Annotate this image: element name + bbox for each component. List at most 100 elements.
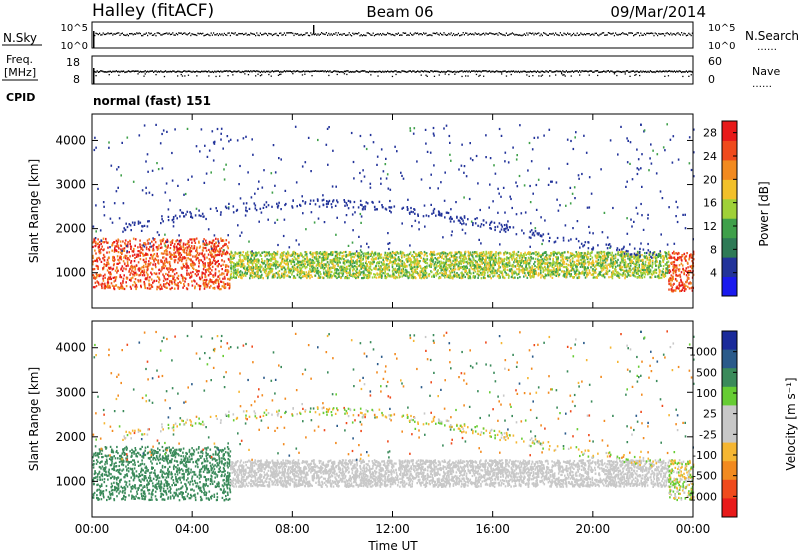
freq-point: [496, 70, 498, 72]
noise-point: [679, 34, 681, 36]
power-cell: [569, 258, 572, 261]
power-cell: [430, 265, 432, 268]
power-cell: [649, 271, 652, 274]
freq-point: [297, 70, 299, 72]
power-cell: [297, 254, 299, 258]
power-cell: [294, 251, 296, 255]
freq-point: [400, 71, 402, 74]
noise-point: [96, 33, 98, 35]
power-cell: [566, 269, 568, 272]
noise-point: [148, 32, 150, 34]
power-cell: [581, 261, 583, 264]
power-cell: [439, 255, 442, 258]
noise-point: [609, 32, 611, 34]
freq-point: [657, 70, 659, 73]
power-cell: [212, 244, 215, 247]
power-cell: [274, 259, 277, 263]
freq-point: [232, 74, 234, 76]
power-cell: [239, 258, 241, 261]
power-cell: [198, 241, 200, 244]
power-cell: [258, 251, 260, 254]
power-cell: [93, 268, 96, 271]
noise-point: [255, 34, 257, 37]
noise-point: [517, 34, 519, 36]
freq-point: [654, 71, 656, 74]
power-cell: [426, 266, 428, 269]
power-cell: [589, 254, 592, 257]
noise-point: [445, 34, 447, 36]
power-cell: [149, 287, 152, 290]
noise-point: [107, 32, 109, 34]
date-title: 09/Mar/2014: [610, 3, 706, 21]
freq-point: [399, 71, 401, 73]
freq-point: [280, 70, 282, 73]
freq-point: [108, 70, 110, 73]
power-cell: [219, 273, 221, 276]
power-cell: [233, 269, 235, 272]
freq-point: [357, 70, 359, 73]
noise-point: [589, 34, 591, 36]
power-cell: [99, 252, 101, 255]
power-cell: [177, 243, 179, 246]
power-cell: [515, 257, 518, 261]
power-cell: [230, 273, 232, 276]
freq-point: [462, 71, 464, 73]
power-cell: [229, 252, 232, 255]
power-cell: [195, 258, 198, 261]
noise-point: [378, 34, 380, 36]
noise-point: [244, 33, 246, 35]
freq-point: [387, 70, 389, 72]
power-cell: [183, 248, 186, 251]
power-cell: [143, 274, 146, 277]
power-cell: [424, 265, 426, 269]
power-cell: [124, 243, 127, 246]
power-cell: [126, 258, 129, 261]
power-cell: [518, 271, 520, 274]
power-cell: [606, 258, 609, 261]
freq-point: [289, 70, 291, 72]
power-cell: [155, 266, 157, 269]
power-cell: [334, 269, 336, 272]
power-cell: [591, 269, 594, 272]
power-cell: [233, 264, 236, 267]
freq-point: [256, 70, 258, 72]
power-cell: [146, 265, 149, 268]
power-cell: [610, 257, 612, 260]
power-cell: [620, 256, 623, 260]
power-cell: [253, 257, 256, 260]
power-cell: [367, 270, 370, 273]
noise-point: [160, 34, 162, 36]
power-cell: [609, 251, 611, 254]
power-cell: [178, 253, 180, 257]
power-cell: [569, 260, 572, 263]
power-cell: [230, 251, 233, 254]
power-cell: [432, 258, 434, 261]
freq-point: [447, 70, 449, 72]
power-cell: [477, 276, 479, 279]
power-cell: [433, 268, 435, 271]
freq-point: [269, 71, 271, 74]
power-cell: [462, 268, 464, 271]
power-cell: [315, 254, 318, 257]
power-cell: [115, 249, 118, 252]
freq-point: [216, 70, 218, 73]
noise-point: [511, 32, 513, 34]
noise-point: [516, 34, 518, 36]
noise-point: [367, 32, 369, 34]
power-cell: [641, 273, 644, 276]
noise-point: [409, 32, 411, 34]
power-cell: [649, 276, 651, 279]
power-cell: [137, 255, 140, 258]
freq-point: [490, 71, 492, 73]
power-cell: [386, 259, 389, 262]
power-cell: [308, 270, 310, 273]
freq-point: [184, 70, 186, 72]
power-cell: [456, 259, 458, 262]
noise-point: [390, 34, 392, 36]
power-cell: [224, 277, 226, 280]
noise-point: [629, 32, 631, 34]
freq-point: [401, 70, 403, 72]
freq-point: [689, 70, 691, 73]
freq-point: [388, 70, 390, 73]
power-cell: [439, 266, 441, 269]
